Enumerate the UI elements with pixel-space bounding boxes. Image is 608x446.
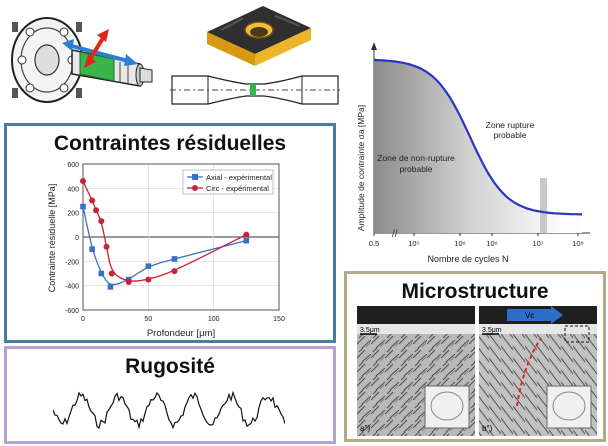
- endurance-band: [540, 178, 547, 233]
- legend-axial: Axial - expérimental: [206, 173, 272, 182]
- micrograph-b: Vc 3.5μm b°): [479, 306, 597, 436]
- residual-ticks: -600 -400 -200 0 200 400 600 0 50 100 150: [65, 162, 285, 323]
- scale-b: 3.5μm: [482, 327, 502, 334]
- micrograph-a: 3.5μm a°): [357, 306, 475, 436]
- non-rupture-zone-area: [374, 59, 582, 234]
- residual-legend: Axial - expérimental Circ - expérimental: [182, 169, 274, 195]
- fatigue-ylabel: Amplitude de contrainte σa [MPa]: [356, 105, 366, 231]
- roughness-profile: [53, 390, 285, 430]
- circumferential-arrow: [84, 29, 109, 68]
- roughness-title: Rugosité: [125, 355, 215, 378]
- fatigue-chart: // 0.5 10⁵ 10⁶ 10⁶ 10⁷ 10⁸ Zone rupture proba…: [356, 42, 590, 264]
- axial-point: [80, 203, 86, 210]
- vc-label: Vc: [525, 311, 534, 320]
- x-tick-label: 100: [208, 316, 220, 323]
- residual-stress-chart: -600 -400 -200 0 200 400 600 0 50 100 150 Axial - …: [47, 162, 285, 339]
- fatigue-xlabel: Nombre de cycles N: [427, 254, 508, 264]
- legend-circ: Circ - expérimental: [206, 184, 269, 193]
- circ-point: [98, 218, 105, 225]
- axial-point: [243, 237, 250, 244]
- series-line-1: [82, 180, 247, 282]
- axial-point: [98, 270, 105, 277]
- y-tick-label: 200: [67, 211, 79, 218]
- cutting-insert-illustration: [207, 6, 311, 66]
- circ-point: [171, 268, 178, 275]
- circ-point: [89, 197, 96, 204]
- axial-point: [89, 246, 95, 252]
- axial-point: [171, 256, 178, 262]
- fatigue-curve: [373, 58, 583, 216]
- flange-disc: [11, 17, 83, 103]
- x-tick-label: 0: [81, 316, 85, 323]
- micrographs: 3.5μm a°) Vc 3.5μm b°): [357, 306, 597, 436]
- y-tick-label: -400: [65, 284, 79, 291]
- circ-point: [103, 243, 110, 250]
- axial-point: [107, 284, 114, 290]
- circ-point: [145, 276, 152, 283]
- residual-plot-frame: [82, 163, 280, 311]
- y-tick-label: 600: [67, 162, 79, 169]
- x-tick-label: 50: [144, 316, 152, 323]
- label-a: a°): [360, 424, 371, 433]
- y-tick-label: -200: [65, 259, 79, 266]
- crankshaft-illustration: [11, 17, 153, 103]
- residual-ylabel: Contrainte résiduelle [MPa]: [47, 184, 57, 293]
- axial-arrow: [62, 39, 138, 66]
- residual-series: [80, 178, 250, 290]
- roughness-panel: Rugosité: [4, 346, 336, 444]
- circ-point: [108, 270, 115, 277]
- zone-rupture-line1: Zone rupture: [486, 120, 535, 130]
- x-tick-label: 10⁸: [572, 239, 584, 248]
- x-tick-label: 10⁶: [486, 239, 497, 248]
- zone-rupture-line2: probable: [493, 130, 526, 140]
- microstructure-title: Microstructure: [401, 280, 549, 303]
- label-b: b°): [482, 424, 493, 433]
- y-tick-label: -600: [65, 308, 79, 315]
- y-tick-label: 400: [67, 186, 79, 193]
- circ-point: [93, 207, 100, 214]
- scale-a: 3.5μm: [360, 327, 380, 334]
- residual-stress-title: Contraintes résiduelles: [53, 132, 287, 155]
- x-tick-label: 10⁵: [408, 239, 419, 248]
- residual-xlabel: Profondeur [μm]: [147, 328, 215, 339]
- fatigue-ticks: 0.5 10⁵ 10⁶ 10⁶ 10⁷ 10⁸: [369, 233, 584, 248]
- circ-point: [125, 279, 132, 286]
- residual-stress-panel: Contraintes résiduelles -600 -400 -200 0 200…: [4, 123, 336, 343]
- x-tick-label: 10⁶: [454, 239, 465, 248]
- x-tick-label: 10⁷: [532, 239, 543, 248]
- zone-non-rupture-line2: probable: [399, 164, 432, 174]
- x-tick-label: 0.5: [369, 239, 379, 248]
- fatigue-specimen-illustration: [170, 75, 340, 105]
- x-tick-label: 150: [273, 316, 285, 323]
- y-tick-label: 0: [75, 235, 79, 242]
- axis-break-mark: //: [392, 229, 398, 240]
- microstructure-panel: Microstructure 3.5μm a°): [344, 271, 606, 442]
- zone-non-rupture-line1: Zone de non-rupture: [377, 153, 455, 163]
- axial-point: [145, 263, 152, 269]
- circ-point: [80, 178, 86, 185]
- circ-point: [243, 231, 250, 238]
